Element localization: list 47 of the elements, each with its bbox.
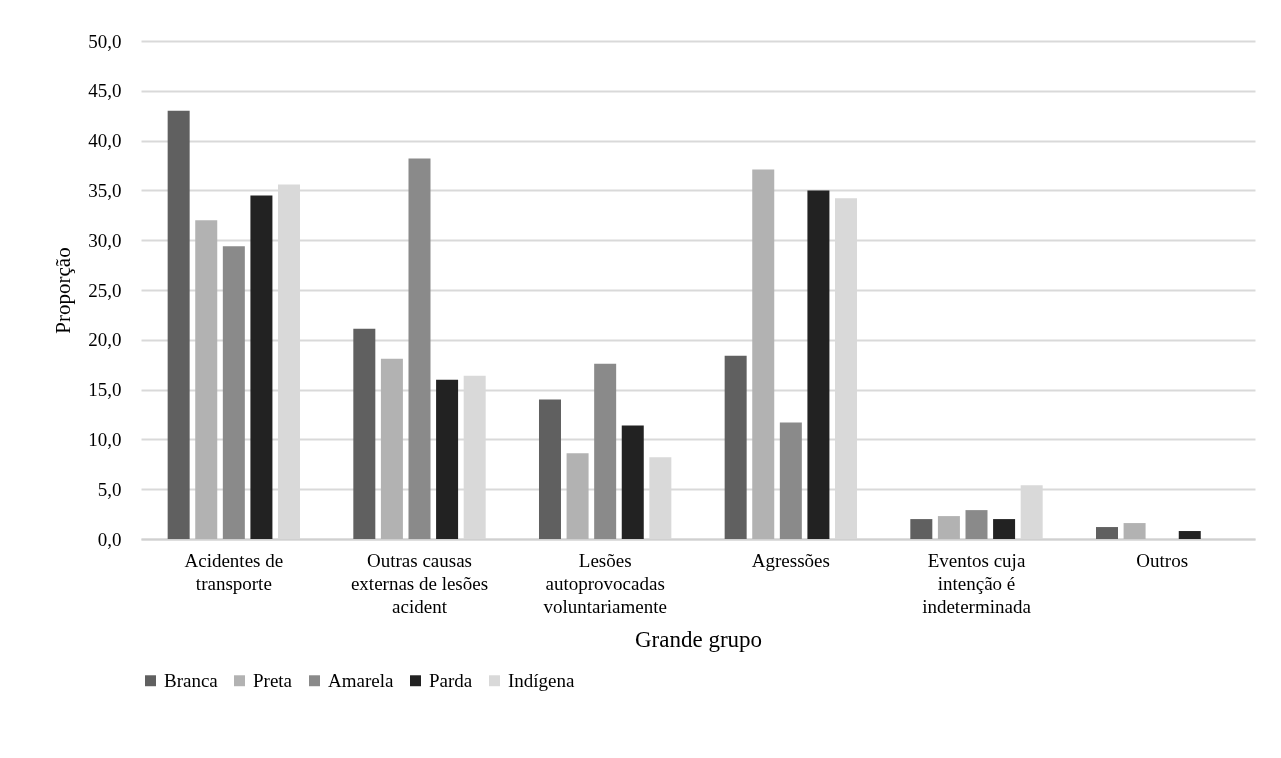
bar xyxy=(195,220,218,539)
bar xyxy=(779,422,802,539)
y-tick-label: 45,0 xyxy=(88,80,122,102)
bar xyxy=(724,355,747,539)
x-tick-label: Agressões xyxy=(751,549,830,571)
x-tick-label: Lesões autoprovocadas voluntariamente xyxy=(543,549,667,617)
bar xyxy=(594,363,617,539)
bar xyxy=(353,328,376,539)
y-tick-label: 30,0 xyxy=(88,229,122,251)
y-tick-label: 40,0 xyxy=(88,130,122,152)
y-tick-label: 5,0 xyxy=(97,478,122,500)
legend-label: Indígena xyxy=(508,669,576,691)
y-tick-label: 10,0 xyxy=(88,428,122,450)
x-tick-label: Eventos cuja intenção é indeterminada xyxy=(922,549,1032,617)
legend-label: Amarela xyxy=(328,669,394,691)
bar xyxy=(1178,531,1201,539)
legend-label: Parda xyxy=(429,669,473,691)
y-tick-label: 20,0 xyxy=(88,329,122,351)
bar xyxy=(222,246,245,539)
y-tick-label: 50,0 xyxy=(88,30,122,52)
y-axis-title: Proporção xyxy=(51,247,76,334)
bar xyxy=(1095,527,1118,539)
bar xyxy=(807,190,830,539)
bar xyxy=(910,519,933,539)
y-tick-label: 15,0 xyxy=(88,379,122,401)
bar xyxy=(436,379,459,539)
bar xyxy=(167,110,190,539)
x-tick-label: Acidentes de transporte xyxy=(184,549,284,594)
y-tick-label: 25,0 xyxy=(88,279,122,301)
bar xyxy=(965,510,988,539)
x-tick-label: Outros xyxy=(1136,549,1189,571)
y-tick-label: 0,0 xyxy=(97,528,122,550)
bar xyxy=(752,169,775,539)
y-tick-label: 35,0 xyxy=(88,179,122,201)
bar xyxy=(993,519,1016,539)
legend-label: Preta xyxy=(253,669,293,691)
bar xyxy=(937,516,960,539)
bar xyxy=(1123,523,1146,539)
bar xyxy=(621,425,644,539)
x-axis-title: Grande grupo xyxy=(634,626,763,652)
x-tick-label: Outras causas externas de lesões acident xyxy=(350,549,489,617)
bar xyxy=(566,453,589,539)
bar xyxy=(250,195,273,539)
legend-label: Branca xyxy=(164,669,219,691)
bar xyxy=(538,399,561,539)
bar xyxy=(408,158,431,539)
bar xyxy=(380,358,403,539)
